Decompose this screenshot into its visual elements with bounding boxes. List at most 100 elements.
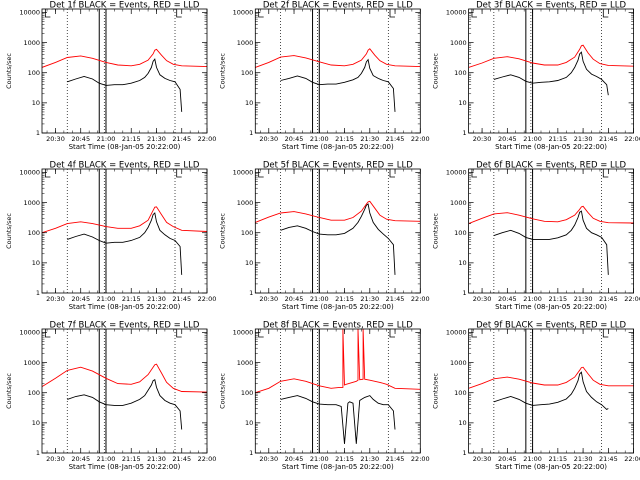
y-tick-label: 10 (458, 259, 466, 267)
x-tick-label: 20:30 (46, 135, 65, 143)
x-tick-label: 20:30 (473, 455, 492, 463)
x-tick-label: 21:30 (147, 295, 166, 303)
y-axis-label: Counts/sec (218, 213, 226, 249)
corner-mark (44, 169, 51, 178)
y-tick-label: 10000 (446, 9, 467, 17)
y-tick-label: 1000 (23, 39, 40, 47)
lld-series-line (255, 329, 421, 394)
y-tick-label: 10000 (19, 329, 40, 337)
y-tick-label: 10000 (446, 169, 467, 177)
x-tick-label: 21:15 (122, 295, 141, 303)
y-tick-label: 10000 (233, 329, 254, 337)
y-tick-label: 1 (36, 129, 40, 137)
x-tick-label: 22:00 (411, 455, 430, 463)
y-tick-label: 1 (462, 449, 466, 457)
y-tick-label: 10 (458, 419, 466, 427)
panel-det-3: Det 3f BLACK = Events, RED = LLD 1 10 100 10… (432, 1, 640, 152)
corner-mark (44, 9, 51, 18)
x-tick-label: 21:15 (335, 135, 354, 143)
y-tick-label: 100 (454, 69, 466, 77)
x-tick-label: 20:45 (285, 135, 304, 143)
corner-mark (602, 9, 609, 18)
x-tick-label: 20:45 (71, 455, 90, 463)
x-tick-label: 21:15 (548, 135, 567, 143)
x-tick-label: 21:00 (523, 455, 542, 463)
x-tick-label: 21:00 (97, 135, 116, 143)
x-tick-label: 21:15 (122, 455, 141, 463)
x-tick-label: 21:45 (172, 135, 191, 143)
corner-mark (389, 329, 395, 338)
x-tick-label: 21:00 (523, 295, 542, 303)
x-tick-label: 21:45 (172, 295, 191, 303)
x-axis-label: Start Time (08-Jan-05 20:22:00) (282, 303, 394, 311)
x-tick-label: 21:45 (172, 455, 191, 463)
corner-mark (258, 169, 264, 178)
events-series-line (67, 212, 183, 275)
panel-title: Det 4f BLACK = Events, RED = LLD (50, 161, 200, 171)
y-axis-label: Counts/sec (432, 373, 440, 409)
y-axis-label: Counts/sec (432, 213, 440, 249)
x-tick-label: 21:45 (599, 295, 618, 303)
panel-det-1: Det 1f BLACK = Events, RED = LLD 1 10 100 10… (5, 1, 216, 152)
y-tick-label: 10 (32, 419, 40, 427)
lld-series-line (255, 200, 421, 223)
lld-series-line (255, 48, 421, 68)
y-tick-label: 100 (241, 229, 253, 237)
corner-mark (602, 169, 609, 178)
y-tick-label: 1000 (23, 359, 40, 367)
x-tick-label: 21:45 (599, 455, 618, 463)
x-tick-label: 22:00 (198, 295, 217, 303)
corner-mark (471, 9, 477, 18)
corner-mark (176, 169, 182, 178)
y-tick-label: 1 (249, 129, 253, 137)
panel-title: Det 2f BLACK = Events, RED = LLD (263, 1, 413, 11)
x-tick-label: 21:15 (548, 455, 567, 463)
x-tick-label: 21:30 (147, 135, 166, 143)
corner-mark (389, 9, 395, 18)
x-tick-label: 20:45 (498, 295, 517, 303)
lld-series-line (42, 206, 207, 234)
lld-series-line (468, 366, 634, 389)
x-axis-label: Start Time (08-Jan-05 20:22:00) (282, 463, 394, 471)
y-tick-label: 100 (241, 69, 253, 77)
y-tick-label: 10 (245, 99, 253, 107)
panel-det-8: Det 8f BLACK = Events, RED = LLD 1 10 100 10… (218, 321, 429, 472)
lld-series-line (468, 44, 634, 68)
x-tick-label: 22:00 (624, 135, 640, 143)
x-tick-label: 21:45 (386, 135, 405, 143)
events-series-line (280, 203, 396, 275)
x-tick-label: 20:45 (498, 135, 517, 143)
y-tick-label: 100 (454, 389, 466, 397)
x-tick-label: 22:00 (624, 295, 640, 303)
x-tick-label: 21:15 (335, 295, 354, 303)
y-tick-label: 100 (28, 229, 40, 237)
events-series-line (280, 395, 396, 444)
y-tick-label: 1 (36, 289, 40, 297)
y-axis-label: Counts/sec (5, 373, 13, 409)
y-tick-label: 100 (28, 389, 40, 397)
x-tick-label: 21:00 (310, 295, 329, 303)
x-tick-label: 21:30 (360, 135, 379, 143)
plot-frame (468, 328, 635, 454)
x-tick-label: 21:30 (574, 135, 593, 143)
panel-det-2: Det 2f BLACK = Events, RED = LLD 1 10 100 10… (218, 1, 429, 152)
x-tick-label: 21:15 (335, 455, 354, 463)
panel-det-4: Det 4f BLACK = Events, RED = LLD 1 10 100 10… (5, 161, 216, 312)
x-tick-label: 22:00 (624, 455, 640, 463)
y-tick-label: 1000 (450, 359, 467, 367)
corner-mark (176, 9, 182, 18)
y-tick-label: 1000 (237, 39, 254, 47)
x-tick-label: 20:45 (498, 455, 517, 463)
y-tick-label: 100 (241, 389, 253, 397)
x-tick-label: 20:30 (473, 295, 492, 303)
panel-title: Det 3f BLACK = Events, RED = LLD (476, 1, 626, 11)
y-tick-label: 10 (245, 419, 253, 427)
events-series-line (493, 371, 609, 410)
x-tick-label: 20:45 (285, 295, 304, 303)
y-tick-label: 1000 (23, 199, 40, 207)
plot-frame (468, 168, 635, 294)
corner-mark (258, 9, 264, 18)
y-tick-label: 10 (32, 99, 40, 107)
events-series-line (280, 58, 396, 112)
